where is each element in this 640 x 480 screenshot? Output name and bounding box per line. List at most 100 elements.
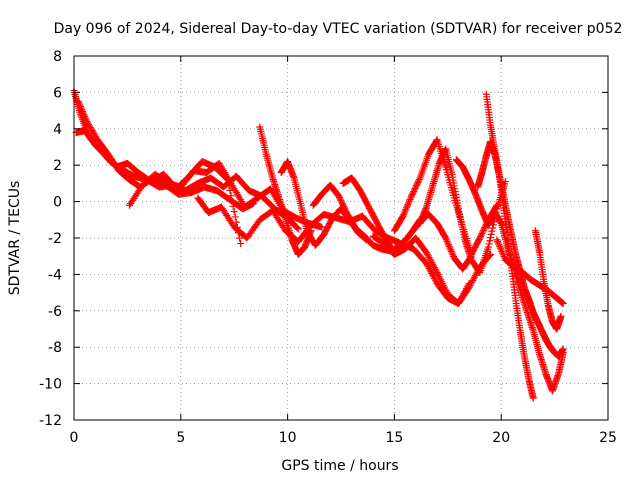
data-point: [399, 212, 407, 220]
data-point: [442, 236, 450, 244]
series-sat-l: [452, 156, 567, 395]
data-point: [81, 114, 89, 122]
data-point: [339, 201, 347, 209]
data-point: [412, 183, 420, 191]
data-point: [444, 239, 452, 247]
data-point: [484, 243, 492, 251]
data-point: [478, 229, 486, 237]
data-point: [486, 237, 494, 245]
data-point: [496, 242, 504, 250]
data-point: [405, 199, 413, 207]
data-point: [449, 251, 457, 259]
data-point: [409, 189, 417, 197]
data-point: [406, 195, 414, 203]
data-point: [499, 251, 507, 259]
series-sat-q: [369, 232, 495, 308]
data-point: [405, 197, 413, 205]
series-sat-o: [493, 236, 567, 308]
y-tick-label: 4: [53, 122, 62, 138]
data-point: [80, 111, 88, 119]
data-point: [443, 237, 451, 245]
data-point: [336, 194, 344, 202]
y-tick-label: -12: [39, 413, 62, 429]
series-sat-p: [531, 227, 565, 333]
data-point: [496, 244, 504, 252]
data-point: [82, 116, 90, 124]
data-point: [480, 225, 488, 233]
data-point: [447, 247, 455, 255]
data-point: [411, 185, 419, 193]
y-tick-label: -10: [39, 377, 62, 393]
data-point: [342, 207, 350, 215]
data-point: [293, 224, 301, 232]
y-tick-label: -8: [48, 340, 62, 356]
data-point: [489, 224, 497, 232]
data-point: [341, 204, 349, 212]
data-point: [77, 104, 85, 112]
data-point: [495, 241, 503, 249]
data-point: [559, 300, 567, 308]
data-point: [494, 237, 502, 245]
data-point: [415, 177, 423, 185]
data-point: [412, 182, 420, 190]
data-point: [442, 234, 450, 242]
data-point: [340, 203, 348, 211]
data-point: [408, 191, 416, 199]
data-point: [336, 195, 344, 203]
data-point: [477, 232, 485, 240]
data-point: [477, 231, 485, 239]
data-point: [499, 249, 507, 257]
x-tick-label: 5: [176, 430, 185, 446]
data-point: [445, 241, 453, 249]
data-point: [497, 246, 505, 254]
x-tick-label: 10: [279, 430, 297, 446]
data-point: [446, 244, 454, 252]
x-tick-label: 20: [492, 430, 510, 446]
data-point: [529, 394, 537, 402]
data-point: [487, 250, 495, 258]
data-point: [410, 186, 418, 194]
data-point: [500, 253, 508, 261]
data-point: [488, 227, 496, 235]
data-point: [81, 113, 89, 121]
data-point: [230, 208, 238, 216]
series-sat-n: [474, 138, 537, 402]
data-point: [335, 192, 343, 200]
data-point: [404, 200, 412, 208]
data-point: [403, 202, 411, 210]
data-point: [481, 223, 489, 231]
data-point: [231, 213, 239, 221]
data-point: [494, 239, 502, 247]
data-point: [401, 207, 409, 215]
data-point: [415, 175, 423, 183]
data-point: [559, 345, 567, 353]
x-axis-label: GPS time / hours: [281, 458, 398, 474]
data-point: [400, 210, 408, 218]
data-point: [407, 192, 415, 200]
x-tick-label: 15: [385, 430, 403, 446]
data-point: [338, 200, 346, 208]
data-point: [294, 225, 302, 233]
chart-title: Day 096 of 2024, Sidereal Day-to-day VTE…: [54, 21, 623, 37]
data-point: [498, 247, 506, 255]
data-point: [414, 178, 422, 186]
data-point: [410, 188, 418, 196]
data-point: [486, 251, 494, 259]
data-point: [76, 101, 84, 109]
plot-area: [70, 87, 567, 402]
data-point: [237, 239, 245, 247]
data-point: [485, 240, 493, 248]
y-tick-label: 0: [53, 195, 62, 211]
data-point: [413, 180, 421, 188]
y-tick-label: 2: [53, 158, 62, 174]
data-point: [79, 108, 87, 116]
x-tick-label: 25: [599, 430, 617, 446]
data-point: [400, 209, 408, 217]
data-point: [445, 242, 453, 250]
data-point: [487, 230, 495, 238]
y-tick-label: -2: [48, 231, 62, 247]
data-point: [76, 103, 84, 111]
y-axis-label: SDTVAR / TECUs: [7, 181, 23, 296]
axis-ticks: 0 5 10 15 20 25 -12 -10 -8 -6 -4 -2 0 2 4 6 8: [39, 49, 617, 446]
data-point: [407, 194, 415, 202]
